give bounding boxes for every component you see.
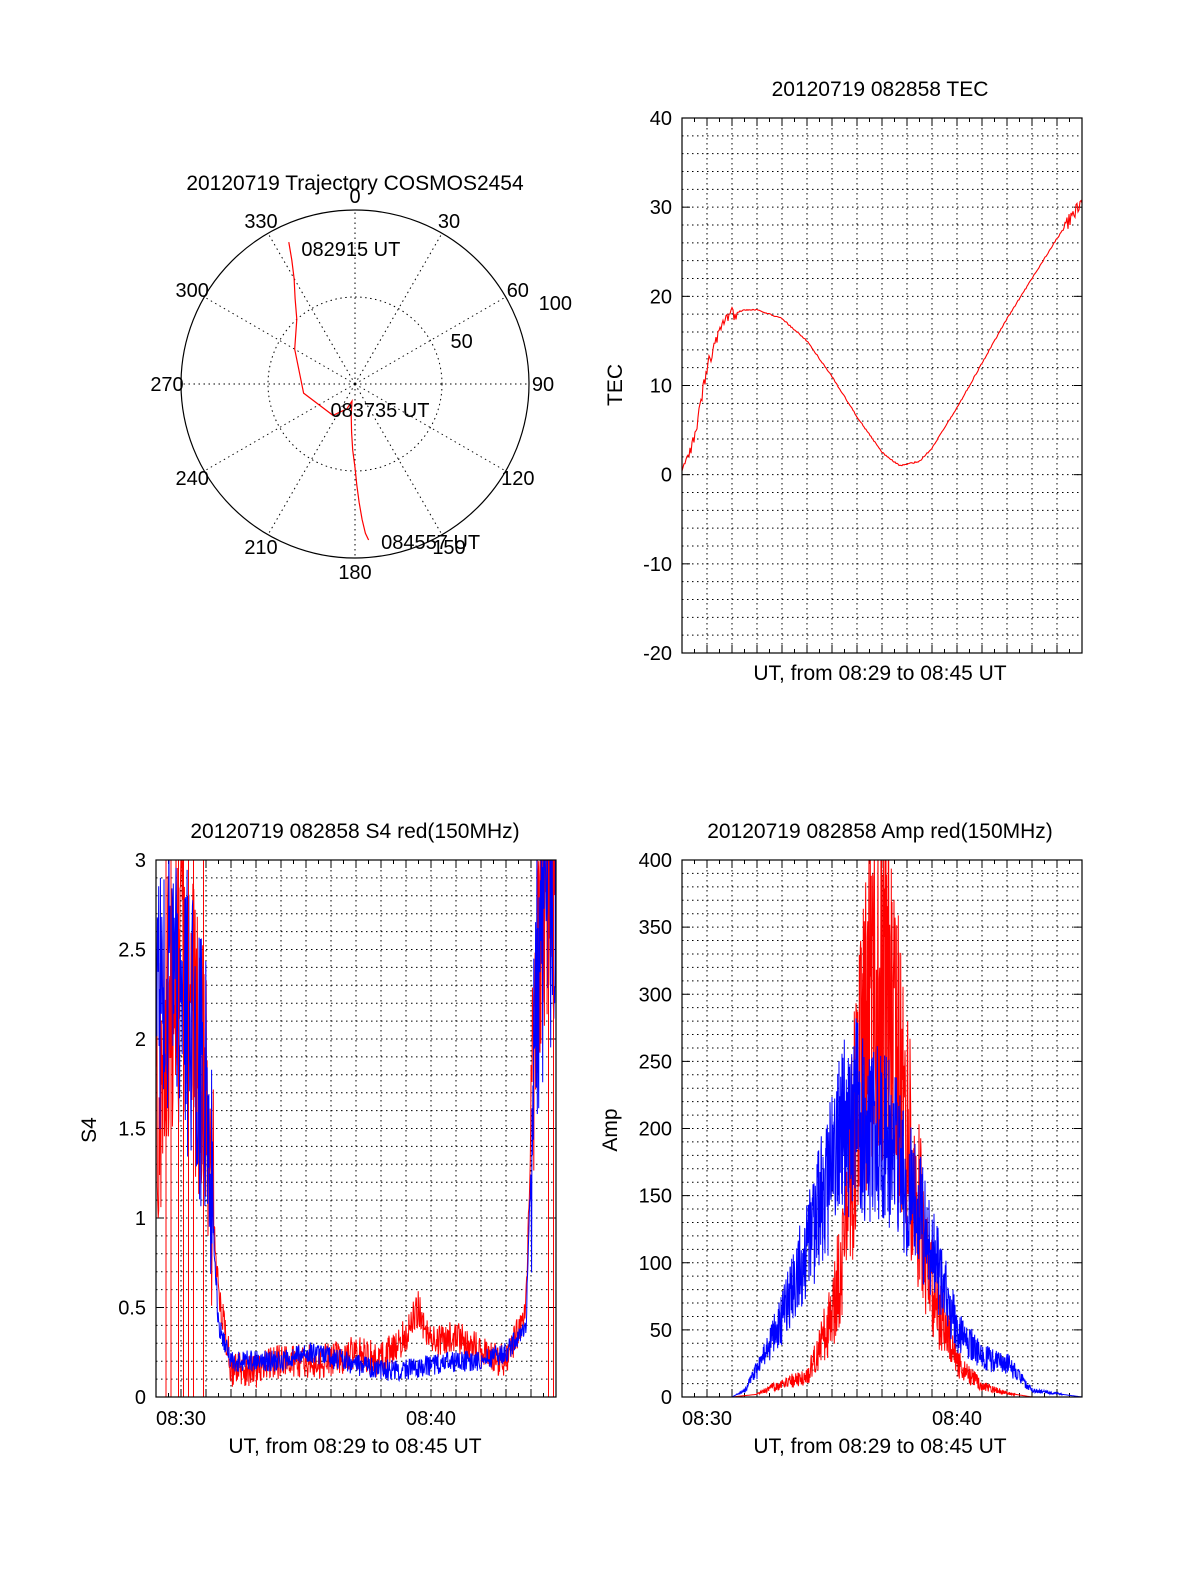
y-tick-label: 350: [639, 917, 672, 939]
y-tick-label: 0: [661, 465, 672, 487]
azimuth-label-300: 300: [175, 280, 208, 302]
azimuth-label-240: 240: [175, 468, 208, 490]
amp-ylabel: Amp: [599, 1108, 622, 1151]
amp-plot: 20120719 082858 Amp red(150MHz) UT, from…: [599, 820, 1083, 1458]
polar-track: [288, 242, 370, 541]
tec-title: 20120719 082858 TEC: [772, 78, 989, 101]
y-tick-label: 100: [639, 1253, 672, 1275]
grid-lines: [682, 118, 1082, 653]
series-group: [682, 199, 1082, 472]
s4-ylabel: S4: [78, 1117, 101, 1143]
y-tick-label: 10: [650, 376, 672, 398]
polar-trajectory-plot: 20120719 Trajectory COSMOS2454 0 30 60 90 12…: [150, 172, 572, 584]
y-tick-label: 50: [650, 1320, 672, 1342]
y-tick-label: 20: [650, 286, 672, 308]
azimuth-label-150: 150: [432, 537, 465, 559]
y-tick-label: 2: [135, 1029, 146, 1051]
y-tick-label: 400: [639, 850, 672, 872]
x-tick-label: 08:30: [156, 1408, 206, 1430]
polar-outer-ring: [180, 209, 530, 559]
series-group: [682, 860, 1082, 1397]
azimuth-label-330: 330: [244, 211, 277, 233]
polar-spoke-210: [267, 383, 356, 535]
polar-spoke-300: [204, 296, 356, 385]
y-tick-label: 1.5: [118, 1119, 146, 1141]
tec-xlabel: UT, from 08:29 to 08:45 UT: [753, 662, 1006, 685]
y-tick-label: 40: [650, 108, 672, 130]
ring-label-50: 50: [451, 331, 473, 353]
y-tick-label: 3: [135, 850, 146, 872]
y-tick-label: 250: [639, 1051, 672, 1073]
series-group: [156, 860, 556, 1397]
azimuth-label-180: 180: [338, 562, 371, 584]
polar-spoke-120: [354, 383, 506, 472]
y-tick-label: 300: [639, 984, 672, 1006]
y-tick-label: 150: [639, 1186, 672, 1208]
plot-frame: [681, 117, 1083, 654]
series-line-blue: [682, 1018, 1082, 1397]
polar-spoke-30: [354, 233, 443, 385]
ring-label-100: 100: [539, 293, 572, 315]
azimuth-label-90: 90: [532, 374, 554, 396]
y-tick-label: 1: [135, 1208, 146, 1230]
polar-grid: [180, 209, 530, 559]
x-tick-label: 08:40: [406, 1408, 456, 1430]
polar-track-line: [288, 242, 370, 541]
y-tick-label: -20: [643, 643, 672, 665]
series-line-red: [682, 860, 1082, 1397]
series-line-TEC: [682, 199, 1082, 472]
azimuth-label-30: 30: [438, 211, 460, 233]
y-tick-label: 2.5: [118, 940, 146, 962]
y-tick-label: -10: [643, 554, 672, 576]
amp-title: 20120719 082858 Amp red(150MHz): [707, 820, 1053, 843]
polar-spoke-330: [267, 233, 356, 385]
amp-xlabel: UT, from 08:29 to 08:45 UT: [753, 1435, 1006, 1458]
polar-title: 20120719 Trajectory COSMOS2454: [186, 172, 524, 195]
grid-lines: [156, 860, 556, 1397]
y-ticks: 0 50 100 150 200 250 300 350 400 08:30 08:40: [639, 850, 1083, 1430]
polar-labels: 0 30 60 90 120 150 180 210 240 270 300 330 50 100 0829…: [150, 186, 572, 584]
s4-title: 20120719 082858 S4 red(150MHz): [190, 820, 519, 843]
s4-plot: 20120719 082858 S4 red(150MHz) UT, from …: [78, 820, 557, 1458]
x-tick-label: 08:30: [682, 1408, 732, 1430]
y-ticks: -20 -10 0 10 20 30 40: [643, 108, 1083, 665]
azimuth-label-210: 210: [244, 537, 277, 559]
tec-plot: 20120719 082858 TEC UT, from 08:29 to 08…: [604, 78, 1083, 685]
plot-frame: [681, 859, 1083, 1398]
s4-xlabel: UT, from 08:29 to 08:45 UT: [228, 1435, 481, 1458]
point-label-2: 084557 UT: [381, 532, 480, 554]
polar-spoke-150: [354, 383, 443, 535]
point-label-1: 083735 UT: [330, 400, 429, 422]
x-tick-label: 08:40: [932, 1408, 982, 1430]
polar-spoke-60: [354, 296, 506, 385]
azimuth-label-60: 60: [507, 280, 529, 302]
y-tick-label: 0: [661, 1387, 672, 1409]
point-label-0: 082915 UT: [301, 239, 400, 261]
y-tick-label: 30: [650, 197, 672, 219]
azimuth-label-270: 270: [150, 374, 183, 396]
y-tick-label: 0: [135, 1387, 146, 1409]
y-tick-label: 0.5: [118, 1298, 146, 1320]
series-line-blue: [156, 860, 556, 1383]
polar-spoke-240: [204, 383, 356, 472]
azimuth-label-0: 0: [349, 186, 360, 208]
azimuth-label-120: 120: [501, 468, 534, 490]
y-tick-label: 200: [639, 1119, 672, 1141]
plot-frame: [155, 859, 557, 1398]
tec-ylabel: TEC: [604, 364, 627, 406]
